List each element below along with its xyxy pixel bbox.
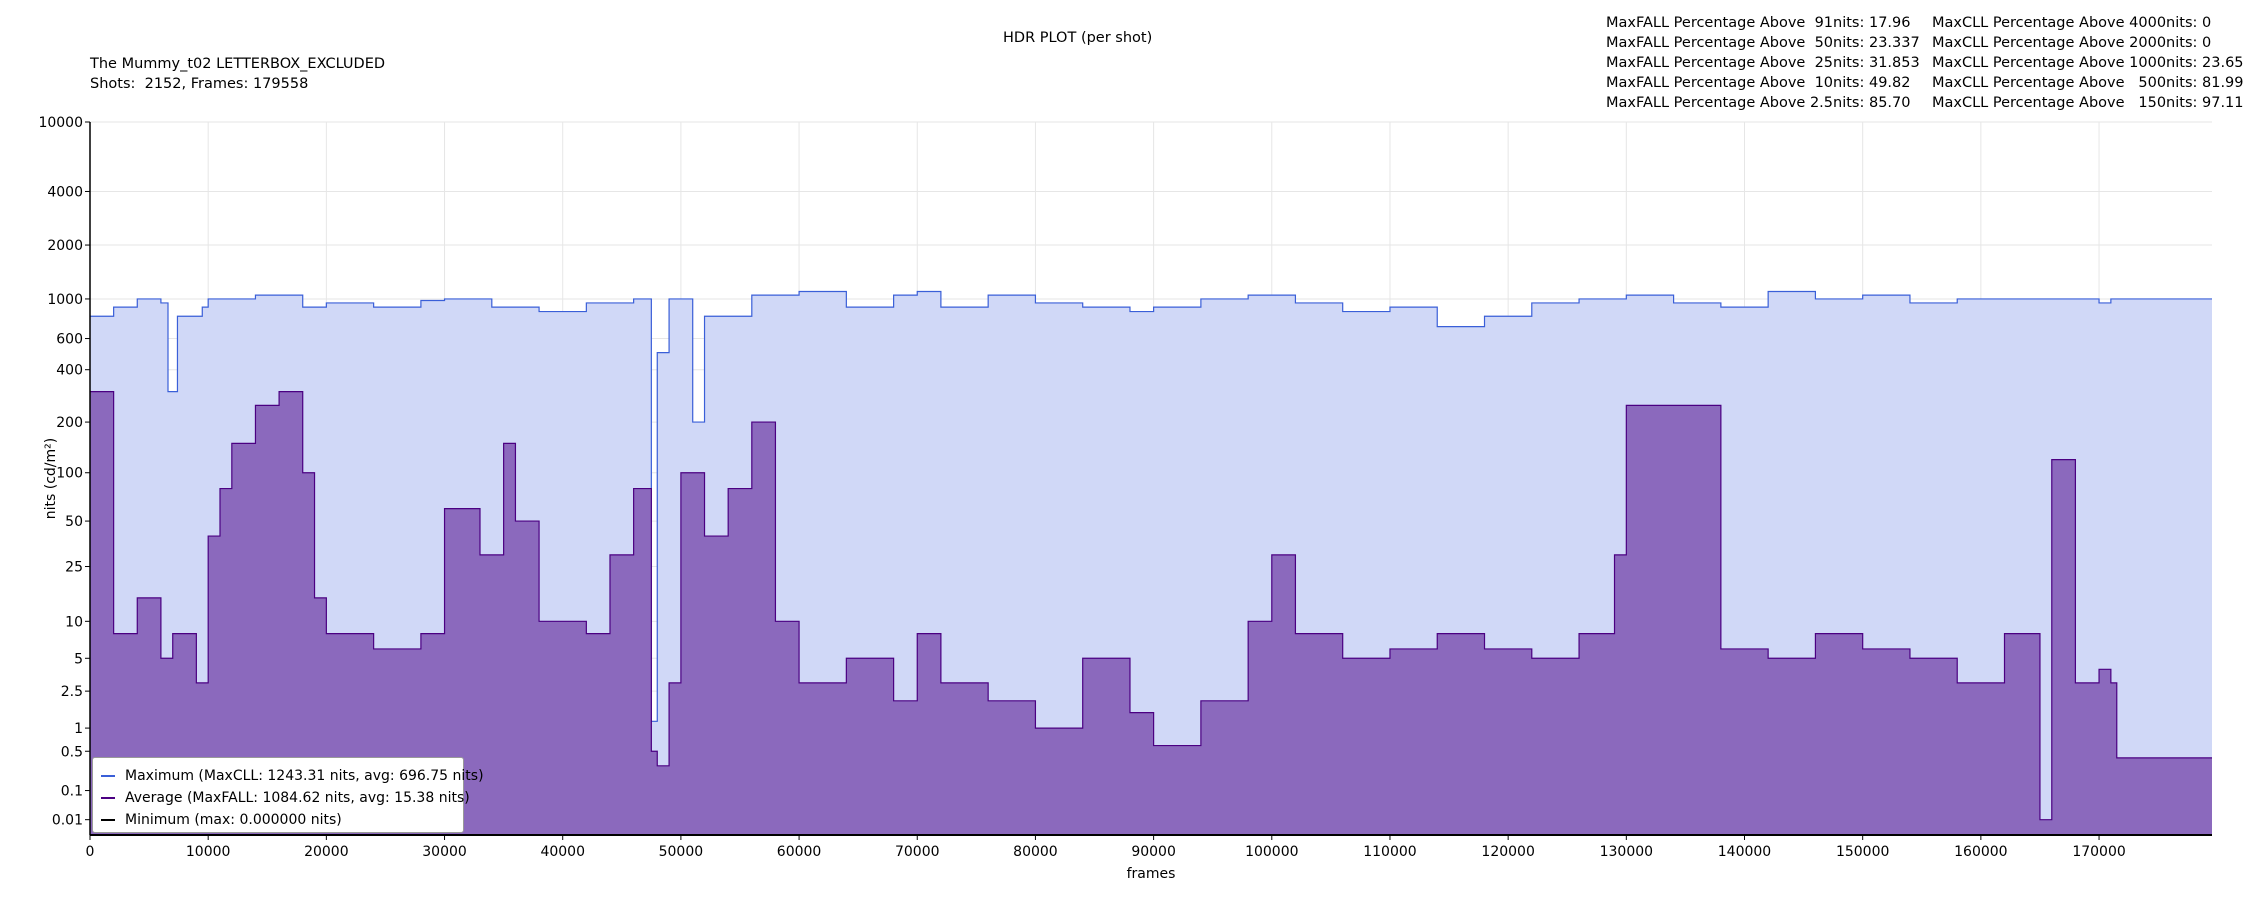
- y-tick-label: 400: [56, 363, 83, 379]
- x-tick-label: 40000: [540, 844, 585, 860]
- maxfall-stat-line: MaxFALL Percentage Above 25nits: 31.853: [1606, 55, 1920, 71]
- y-tick-label: 1: [74, 721, 83, 737]
- x-tick-label: 10000: [186, 844, 231, 860]
- y-tick-label: 2000: [47, 238, 83, 254]
- x-tick-label: 110000: [1363, 844, 1416, 860]
- average-swatch: [101, 797, 115, 799]
- x-tick-label: 60000: [777, 844, 822, 860]
- y-tick-label: 10: [65, 614, 83, 630]
- y-tick-label: 100: [56, 466, 83, 482]
- maxcll-stats: MaxCLL Percentage Above 4000nits: 0 MaxC…: [1932, 13, 2244, 113]
- x-tick-label: 140000: [1718, 844, 1771, 860]
- y-tick-label: 4000: [47, 184, 83, 200]
- axes: 0 10000 20000 30000 40000 50000 60000 70000 8000…: [38, 115, 2212, 860]
- y-tick-label: 0.1: [61, 784, 83, 800]
- y-tick-label: 1000: [47, 292, 83, 308]
- maxfall-stat-line: MaxFALL Percentage Above 10nits: 49.82: [1606, 75, 1911, 91]
- x-tick-label: 20000: [304, 844, 349, 860]
- x-tick-label: 160000: [1954, 844, 2007, 860]
- x-tick-label: 90000: [1131, 844, 1176, 860]
- maxcll-stat-line: MaxCLL Percentage Above 1000nits: 23.65: [1932, 55, 2244, 71]
- series-areas: [90, 290, 2212, 836]
- y-tick-label: 25: [65, 560, 83, 576]
- plot-title: HDR PLOT (per shot): [1003, 30, 1153, 46]
- y-tick-label: 200: [56, 415, 83, 431]
- maxcll-stat-line: MaxCLL Percentage Above 2000nits: 0: [1932, 35, 2212, 51]
- x-tick-label: 120000: [1481, 844, 1534, 860]
- shots-frames-info: Shots: 2152, Frames: 179558: [90, 76, 309, 92]
- x-axis-label: frames: [1127, 866, 1176, 882]
- y-tick-label: 5: [74, 651, 83, 667]
- legend-item-maximum: Maximum (MaxCLL: 1243.31 nits, avg: 696.…: [101, 766, 484, 786]
- maximum-line: [90, 290, 2212, 722]
- maxfall-stat-line: MaxFALL Percentage Above 50nits: 23.337: [1606, 35, 1920, 51]
- x-tick-label: 100000: [1245, 844, 1298, 860]
- x-tick-label: 70000: [895, 844, 940, 860]
- maxcll-stat-line: MaxCLL Percentage Above 500nits: 81.99: [1932, 75, 2244, 91]
- y-tick-label: 0.01: [52, 813, 83, 829]
- y-axis-label: nits (cd/m²): [43, 438, 59, 519]
- maxcll-stat-line: MaxCLL Percentage Above 150nits: 97.11: [1932, 95, 2244, 111]
- maxfall-stat-line: MaxFALL Percentage Above 91nits: 17.96: [1606, 15, 1911, 31]
- legend-item-minimum: Minimum (max: 0.000000 nits): [101, 810, 342, 830]
- x-tick-label: 130000: [1600, 844, 1653, 860]
- y-tick-label: 50: [65, 514, 83, 530]
- y-tick-label: 10000: [38, 115, 83, 131]
- minimum-swatch: [101, 819, 115, 821]
- legend: Maximum (MaxCLL: 1243.31 nits, avg: 696.…: [92, 757, 484, 833]
- x-tick-label: 170000: [2072, 844, 2125, 860]
- y-tick-label: 0.5: [61, 744, 83, 760]
- maximum-swatch: [101, 775, 115, 777]
- x-tick-label: 150000: [1836, 844, 1889, 860]
- y-tick-label: 2.5: [61, 684, 83, 700]
- x-tick-label: 80000: [1013, 844, 1058, 860]
- x-tick-label: 50000: [659, 844, 704, 860]
- legend-label-average: Average (MaxFALL: 1084.62 nits, avg: 15.…: [125, 790, 470, 806]
- maxcll-stat-line: MaxCLL Percentage Above 4000nits: 0: [1932, 15, 2212, 31]
- source-title: The Mummy_t02 LETTERBOX_EXCLUDED: [90, 56, 386, 72]
- maxfall-stat-line: MaxFALL Percentage Above 2.5nits: 85.70: [1606, 95, 1911, 111]
- average-line: [90, 391, 2212, 821]
- legend-item-average: Average (MaxFALL: 1084.62 nits, avg: 15.…: [101, 788, 470, 808]
- x-tick-label: 30000: [422, 844, 467, 860]
- average-area: [90, 391, 2212, 835]
- x-tick-label: 0: [86, 844, 95, 860]
- legend-label-maximum: Maximum (MaxCLL: 1243.31 nits, avg: 696.…: [125, 768, 484, 784]
- y-tick-label: 600: [56, 332, 83, 348]
- maxfall-stats: MaxFALL Percentage Above 91nits: 17.96 M…: [1606, 13, 1920, 113]
- legend-label-minimum: Minimum (max: 0.000000 nits): [125, 812, 342, 828]
